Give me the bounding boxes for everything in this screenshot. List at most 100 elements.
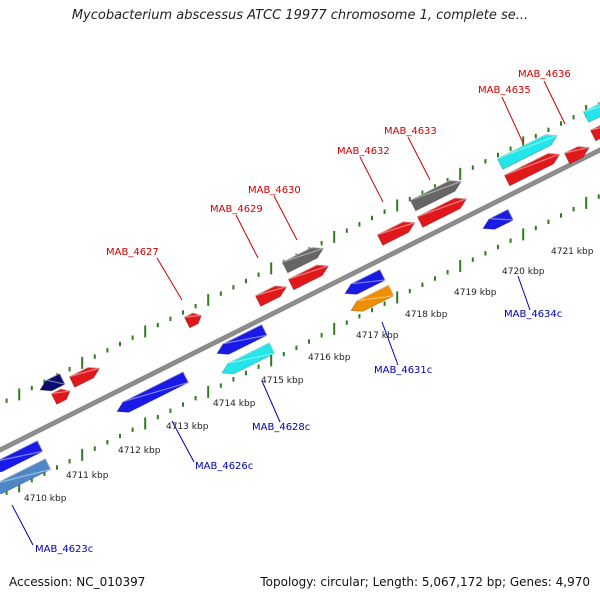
kbp-scale-labels: 4710 kbp 4711 kbp 4712 kbp 4713 kbp 4714 kbp…	[24, 247, 594, 504]
reverse-gene-label[interactable]: MAB_4626c	[195, 461, 253, 472]
gene-mab-4636-red-highlight	[590, 121, 600, 131]
gene-mab-4633-highlight	[410, 179, 462, 201]
gene-mab-4626c-highlight	[122, 370, 190, 403]
topology-label: Topology: circular; Length: 5,067,172 bp…	[260, 575, 590, 589]
gene-mab-4631c[interactable]	[348, 284, 395, 316]
gene-navy-1[interactable]	[37, 372, 67, 395]
gene-mab-4629-highlight	[255, 285, 287, 297]
reverse-gene-label[interactable]: MAB_4628c	[252, 422, 310, 433]
gene-mab-4630-red[interactable]	[287, 260, 331, 291]
gene-navy-1-highlight	[44, 372, 67, 386]
gene-forward-1[interactable]	[50, 386, 72, 405]
gene-navy-1-shape	[39, 372, 66, 392]
gene-reverse-2-highlight	[222, 323, 268, 345]
reverse-leader-line	[517, 275, 531, 311]
gene-mab-4628c[interactable]	[219, 341, 276, 379]
gene-forward-2-highlight	[69, 366, 100, 378]
gene-mab-4633[interactable]	[409, 176, 464, 212]
label-leader-lines	[11, 80, 566, 546]
gene-mab-4627-shape	[183, 312, 202, 329]
gene-mab-4633-shape	[409, 180, 462, 212]
gene-mab-4636-red[interactable]	[589, 118, 600, 142]
forward-leader-line	[273, 195, 298, 241]
outer-tick-track	[5, 102, 600, 403]
forward-gene-label[interactable]: MAB_4633	[384, 126, 437, 137]
gene-mab-4628c-shape	[221, 342, 276, 375]
kbp-label: 4712 kbp	[118, 446, 161, 456]
gene-reverse-1[interactable]	[0, 439, 44, 477]
gene-mab-4627-highlight	[184, 312, 202, 318]
gene-forward-tail-highlight	[564, 145, 590, 154]
gene-reverse-2[interactable]	[214, 323, 268, 358]
kbp-label: 4715 kbp	[261, 376, 304, 386]
kbp-label: 4713 kbp	[166, 422, 209, 432]
gene-reverse-1-shape	[0, 440, 44, 473]
gene-mab-4635[interactable]	[496, 130, 560, 170]
kbp-label: 4718 kbp	[405, 310, 448, 320]
forward-leader-line	[235, 214, 259, 259]
kbp-label: 4717 kbp	[356, 331, 399, 341]
forward-gene-label[interactable]: MAB_4632	[337, 146, 390, 157]
gene-reverse-1-highlight	[0, 439, 44, 462]
gene-mab-4635-shape	[496, 134, 558, 170]
gene-forward-tail-shape	[563, 146, 591, 165]
gene-forward-1-shape	[50, 388, 71, 405]
forward-gene-label[interactable]: MAB_4627	[106, 247, 159, 258]
gene-features	[0, 100, 600, 499]
reverse-gene-label[interactable]: MAB_4631c	[374, 365, 432, 376]
gene-mab-4628c-highlight	[227, 341, 276, 364]
reverse-gene-label[interactable]: MAB_4623c	[35, 544, 93, 555]
gene-mab-4627[interactable]	[183, 310, 204, 329]
gene-mab-4626c[interactable]	[114, 370, 190, 417]
gene-mab-4632[interactable]	[416, 193, 469, 228]
map-title: Mycobacterium abscessus ATCC 19977 chrom…	[71, 8, 529, 23]
inner-tick-track	[5, 194, 600, 495]
gene-mab-4635-red[interactable]	[503, 149, 562, 187]
gene-reverse-3-shape	[344, 268, 386, 295]
gene-mab-4623c-shape	[0, 458, 52, 495]
gene-mab-4631c-shape	[350, 284, 395, 312]
kbp-label: 4719 kbp	[454, 288, 497, 298]
forward-gene-label[interactable]: MAB_4630	[248, 185, 301, 196]
gene-mab-4630-highlight	[282, 246, 324, 263]
forward-leader-line	[359, 156, 384, 203]
kbp-label: 4716 kbp	[308, 353, 351, 363]
forward-leader-line	[156, 257, 183, 301]
forward-leader-line	[407, 136, 431, 181]
gene-forward-2[interactable]	[68, 363, 102, 388]
gene-reverse-2-shape	[216, 323, 268, 355]
gene-mab-4632-shape	[416, 197, 468, 228]
reverse-leader-line	[381, 321, 399, 366]
forward-gene-label[interactable]: MAB_4629	[210, 204, 263, 215]
forward-gene-label[interactable]: MAB_4636	[518, 69, 571, 80]
gene-mab-4623c[interactable]	[0, 457, 52, 499]
accession-label: Accession: NC_010397	[9, 575, 146, 589]
kbp-label: 4711 kbp	[66, 471, 109, 481]
forward-gene-label[interactable]: MAB_4635	[478, 85, 531, 96]
gene-forward-2-shape	[68, 366, 101, 388]
gene-forward-tail[interactable]	[563, 142, 592, 165]
gene-mab-4634c[interactable]	[480, 208, 515, 234]
gene-mab-4630[interactable]	[281, 243, 326, 274]
gene-mab-4626c-shape	[116, 371, 190, 413]
kbp-label: 4720 kbp	[502, 267, 545, 277]
gene-mab-4635-red-highlight	[504, 152, 560, 176]
forward-leader-line	[543, 80, 566, 125]
reverse-leader-line	[171, 420, 195, 463]
gene-mab-4630-shape	[281, 246, 325, 274]
gene-mab-4632-red[interactable]	[376, 217, 417, 246]
kbp-label: 4714 kbp	[213, 399, 256, 409]
reverse-gene-label[interactable]: MAB_4634c	[504, 309, 562, 320]
gene-mab-4635-red-shape	[503, 152, 561, 187]
reverse-leader-line	[261, 380, 281, 423]
gene-mab-4635-highlight	[497, 133, 558, 160]
gene-mab-4630-red-shape	[287, 264, 330, 291]
gene-reverse-3[interactable]	[342, 268, 387, 299]
gene-mab-4623c-highlight	[0, 457, 52, 484]
gene-mab-4634c-highlight	[486, 208, 515, 221]
gene-mab-4629[interactable]	[254, 281, 289, 307]
gene-reverse-3-highlight	[350, 268, 387, 285]
gene-mab-4632-highlight	[417, 197, 467, 218]
gene-mab-4632-red-highlight	[377, 221, 416, 236]
